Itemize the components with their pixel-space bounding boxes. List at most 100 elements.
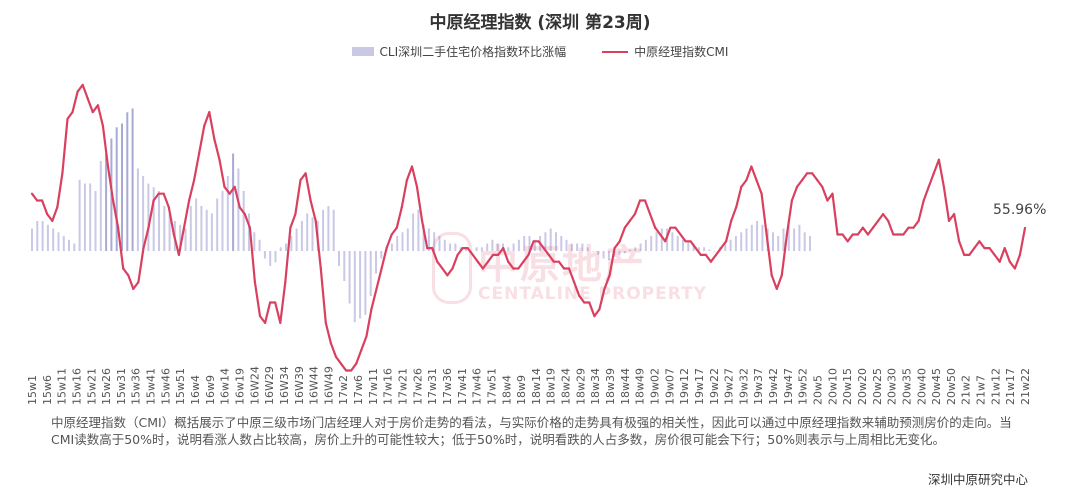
cmi-point bbox=[669, 226, 672, 229]
cmi-point bbox=[142, 247, 145, 250]
x-tick-label: 19w22 bbox=[708, 368, 721, 405]
cmi-point bbox=[973, 247, 976, 250]
cli-bar bbox=[83, 183, 86, 251]
cmi-point bbox=[532, 240, 535, 243]
source-credit: 深圳中原研究中心 bbox=[927, 472, 1028, 487]
cmi-point bbox=[527, 253, 530, 256]
cli-bar bbox=[359, 251, 362, 319]
cmi-point bbox=[91, 111, 94, 114]
cmi-point bbox=[770, 274, 773, 277]
cmi-point bbox=[988, 247, 991, 250]
cli-bar bbox=[62, 236, 65, 251]
cmi-point bbox=[400, 206, 403, 209]
cli-bar bbox=[115, 127, 118, 252]
x-tick-label: 18w4 bbox=[500, 375, 513, 405]
x-tick-label: 21w7 bbox=[975, 375, 988, 405]
cli-bar bbox=[544, 232, 547, 252]
cmi-point bbox=[30, 192, 34, 195]
cli-bar bbox=[803, 232, 806, 252]
cli-bar bbox=[226, 176, 229, 251]
cli-bar bbox=[184, 228, 187, 251]
x-tick-label: 17w11 bbox=[367, 368, 380, 405]
cli-bar bbox=[189, 206, 192, 251]
x-tick-label: 16W44 bbox=[308, 366, 321, 405]
cli-bar bbox=[655, 232, 658, 252]
cli-bar bbox=[480, 247, 483, 252]
cmi-point bbox=[471, 253, 474, 256]
cmi-point bbox=[684, 240, 687, 243]
x-tick-label: 17w46 bbox=[471, 368, 484, 405]
cli-bar bbox=[380, 251, 383, 259]
cmi-point bbox=[355, 362, 358, 365]
x-tick-label: 16W24 bbox=[248, 366, 261, 405]
cli-bar bbox=[644, 239, 647, 252]
cmi-point bbox=[871, 226, 875, 229]
cmi-point bbox=[573, 281, 576, 284]
cmi-point bbox=[101, 124, 104, 127]
cmi-point bbox=[329, 342, 332, 345]
cmi-point bbox=[46, 213, 49, 216]
cmi-point bbox=[466, 247, 469, 250]
cmi-point bbox=[223, 185, 226, 188]
cli-bar bbox=[809, 236, 811, 251]
cli-bar bbox=[533, 239, 536, 252]
legend-item-cmi[interactable]: 中原经理指数CMI bbox=[602, 43, 728, 60]
cmi-point bbox=[608, 274, 611, 277]
cmi-point bbox=[395, 226, 398, 229]
cmi-point bbox=[958, 240, 961, 243]
x-tick-label: 15w11 bbox=[56, 368, 69, 405]
cmi-point bbox=[638, 199, 642, 202]
footnote: 中原经理指数（CMI）概括展示了中原三级市场门店经理人对于房价走势的看法，与实际… bbox=[51, 415, 1012, 447]
cmi-point bbox=[750, 165, 753, 168]
cmi-point bbox=[887, 219, 890, 222]
x-tick-label: 20w35 bbox=[900, 368, 913, 405]
x-tick-label: 17w51 bbox=[485, 368, 498, 405]
cmi-point bbox=[785, 233, 789, 236]
cli-bar bbox=[216, 198, 219, 251]
cmi-point bbox=[299, 179, 302, 182]
cmi-point bbox=[269, 301, 272, 304]
cmi-point bbox=[253, 281, 256, 284]
cmi-point bbox=[694, 247, 697, 250]
cli-bar bbox=[496, 243, 499, 251]
cmi-point bbox=[350, 369, 353, 372]
cmi-point bbox=[294, 213, 297, 216]
cmi-point bbox=[623, 226, 626, 229]
cli-bar bbox=[248, 213, 250, 251]
cli-bar bbox=[406, 228, 409, 251]
cli-bar bbox=[433, 232, 436, 252]
cmi-point bbox=[998, 260, 1001, 263]
cmi-point bbox=[760, 192, 763, 195]
cli-bar bbox=[269, 251, 272, 266]
cli-bar bbox=[147, 183, 150, 251]
x-tick-label: 18w44 bbox=[619, 368, 632, 405]
x-tick-label: 16w14 bbox=[219, 368, 232, 405]
cli-bar bbox=[36, 221, 39, 251]
cli-bar bbox=[78, 179, 81, 252]
legend-item-cli[interactable]: CLI深圳二手住宅价格指数环比涨幅 bbox=[351, 43, 566, 60]
cli-bar bbox=[300, 221, 303, 251]
cmi-point bbox=[208, 111, 211, 114]
cmi-point bbox=[279, 321, 282, 324]
x-tick-label: 16w4 bbox=[189, 375, 202, 405]
x-tick-label: 16W49 bbox=[322, 366, 335, 405]
cmi-point bbox=[132, 287, 135, 290]
cmi-point bbox=[193, 179, 196, 182]
x-tick-label: 16W29 bbox=[263, 366, 276, 405]
cli-bar bbox=[205, 209, 208, 252]
cli-bar bbox=[427, 228, 430, 251]
cmi-point bbox=[567, 267, 571, 270]
cli-bar bbox=[200, 206, 203, 251]
cli-bar bbox=[253, 232, 256, 252]
cli-bar bbox=[232, 153, 235, 251]
cmi-point bbox=[542, 247, 545, 250]
cli-bar bbox=[724, 243, 727, 251]
cmi-point bbox=[649, 213, 652, 216]
x-tick-label: 15w46 bbox=[159, 368, 172, 405]
cli-bar bbox=[555, 232, 557, 252]
cmi-point bbox=[390, 233, 393, 236]
cmi-point bbox=[664, 240, 667, 243]
cli-bar bbox=[666, 228, 669, 251]
cmi-point bbox=[198, 151, 201, 154]
cmi-point bbox=[177, 253, 180, 256]
